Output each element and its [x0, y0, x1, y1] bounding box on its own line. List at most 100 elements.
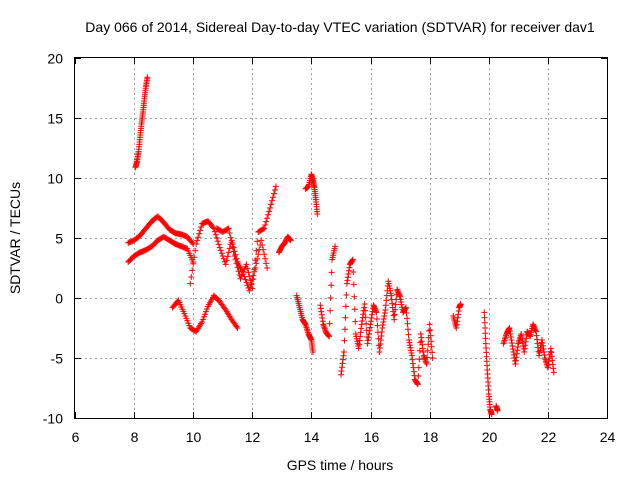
x-tick-label: 6: [72, 429, 80, 445]
data-point: [550, 369, 557, 376]
data-point: [309, 349, 316, 355]
data-point: [202, 311, 209, 318]
data-point: [263, 260, 270, 267]
data-point: [215, 241, 222, 248]
data-point: [351, 306, 358, 313]
data-point: [191, 254, 198, 261]
data-point: [327, 307, 334, 314]
data-point: [428, 343, 435, 350]
data-point: [482, 325, 489, 331]
data-point: [341, 337, 348, 344]
data-point: [214, 238, 221, 245]
data-point: [261, 251, 268, 258]
data-point: [404, 315, 411, 322]
data-point: [226, 245, 233, 252]
data-point: [190, 260, 197, 267]
y-tick-label: 5: [55, 231, 63, 247]
data-point: [423, 361, 430, 367]
data-point: [252, 257, 259, 264]
x-tick-label: 24: [600, 429, 616, 445]
grid: [75, 58, 607, 418]
data-point: [287, 237, 294, 244]
data-point: [266, 208, 273, 215]
y-axis-title: SDTVAR / TECUs: [7, 182, 23, 294]
data-point: [482, 335, 489, 342]
data-point: [270, 194, 277, 201]
data-point: [253, 260, 260, 267]
chart-title: Day 066 of 2014, Sidereal Day-to-day VTE…: [85, 19, 595, 35]
data-point: [234, 264, 241, 271]
data-point: [259, 242, 266, 248]
data-point: [226, 230, 233, 236]
data-point: [362, 307, 369, 314]
data-point: [352, 318, 359, 325]
data-point: [415, 373, 422, 379]
data-point: [224, 226, 231, 232]
data-point: [350, 281, 357, 288]
data-point: [481, 309, 488, 316]
data-point: [218, 250, 225, 257]
data-point: [262, 222, 269, 228]
data-point: [217, 247, 224, 254]
data-point: [197, 227, 204, 234]
x-tick-label: 18: [423, 429, 439, 445]
data-point: [481, 319, 488, 326]
data-point: [415, 364, 422, 371]
data-point: [224, 253, 231, 260]
data-point: [267, 205, 274, 211]
data-point: [362, 314, 369, 321]
data-point: [195, 234, 202, 241]
data-point: [255, 251, 262, 258]
data-point: [425, 341, 432, 348]
data-point: [429, 349, 436, 356]
data-point: [243, 279, 250, 286]
data-point: [341, 326, 348, 333]
x-tick-label: 10: [186, 429, 202, 445]
data-point: [343, 292, 350, 298]
data-point: [189, 267, 196, 274]
data-point: [375, 342, 382, 349]
data-point: [427, 327, 434, 333]
data-point: [232, 256, 239, 263]
data-point: [242, 276, 249, 283]
data-point: [340, 349, 347, 355]
data-point: [227, 234, 234, 241]
data-point: [404, 326, 411, 333]
data-point: [192, 247, 199, 254]
x-tick-label: 22: [541, 429, 557, 445]
data-point: [314, 211, 321, 217]
data-point: [193, 241, 200, 247]
data-point: [250, 276, 257, 282]
data-point: [349, 256, 356, 263]
y-tick-label: 15: [47, 111, 63, 127]
data-point: [268, 201, 275, 208]
y-tick-label: 10: [47, 171, 63, 187]
data-point: [482, 330, 489, 337]
data-point: [249, 285, 256, 292]
data-point: [211, 228, 218, 235]
data-point: [247, 277, 254, 284]
data-point: [201, 313, 208, 320]
data-point: [404, 320, 411, 327]
data-point: [414, 381, 421, 388]
data-point: [245, 269, 252, 276]
data-point: [248, 281, 255, 288]
data-point: [426, 321, 433, 328]
data-point: [264, 215, 271, 222]
data-point: [361, 301, 368, 307]
data-point: [363, 320, 370, 327]
data-point: [261, 225, 268, 232]
data-point: [233, 323, 240, 330]
data-point: [405, 331, 412, 338]
data-point: [231, 253, 238, 259]
data-point: [189, 239, 196, 246]
data-point: [188, 274, 195, 280]
data-point: [427, 332, 434, 339]
data-point: [328, 269, 335, 276]
data-point: [253, 247, 260, 254]
data-point: [263, 218, 270, 225]
data-point: [342, 314, 349, 321]
data-point: [424, 347, 431, 354]
data-point: [230, 248, 237, 255]
data-point: [265, 211, 272, 218]
